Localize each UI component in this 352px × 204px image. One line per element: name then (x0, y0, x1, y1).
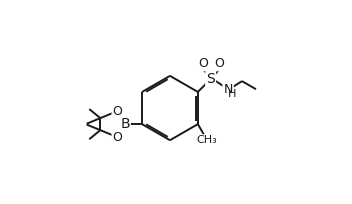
Text: S: S (206, 72, 215, 86)
Text: O: O (199, 57, 208, 70)
Text: CH₃: CH₃ (197, 135, 218, 145)
Text: H: H (227, 89, 236, 99)
Text: O: O (113, 105, 122, 118)
Text: N: N (224, 83, 233, 96)
Text: B: B (120, 117, 130, 131)
Text: O: O (113, 131, 122, 144)
Text: O: O (214, 57, 224, 70)
